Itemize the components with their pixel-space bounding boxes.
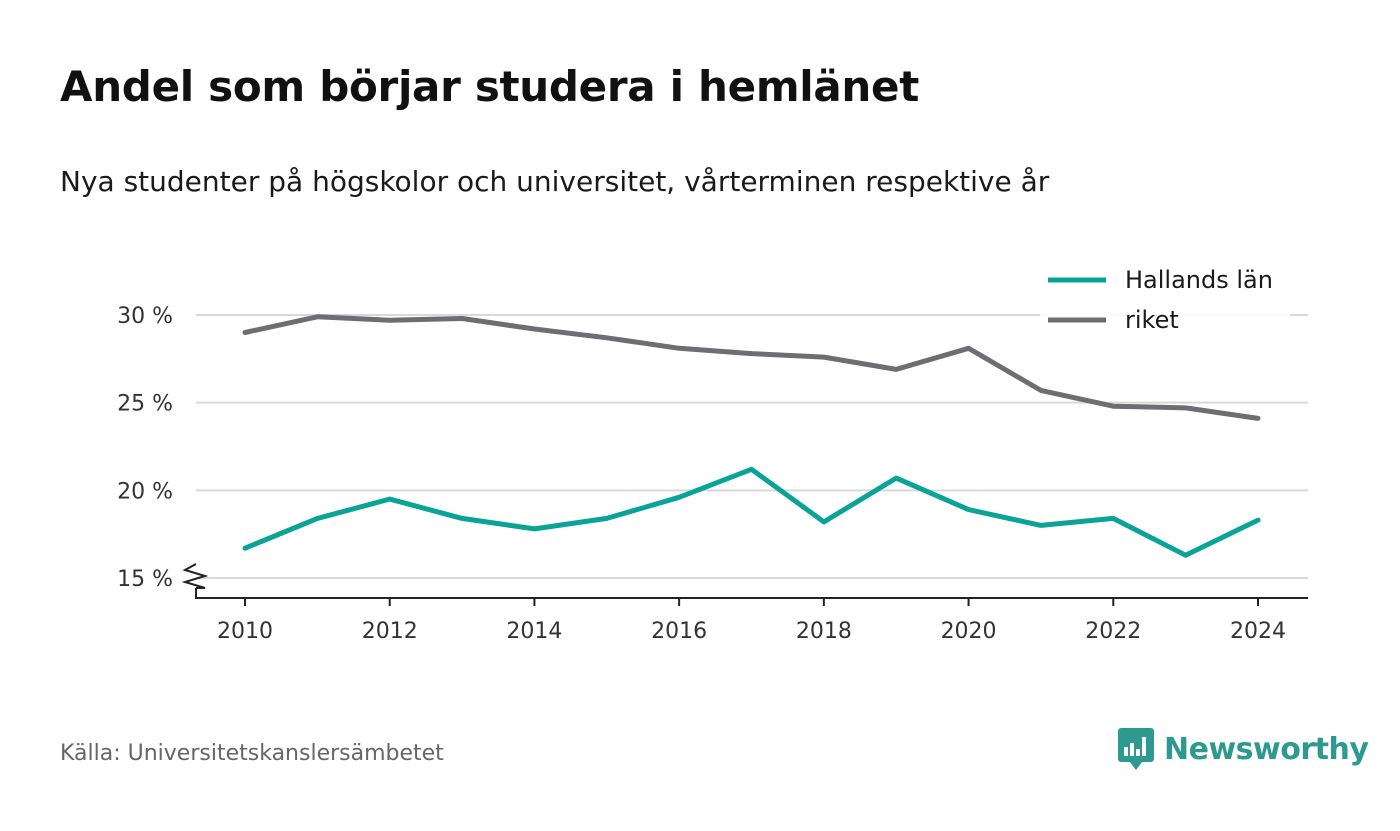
chart-title: Andel som börjar studera i hemlänet — [60, 62, 919, 111]
x-tick-label: 2018 — [796, 619, 852, 644]
chart-subtitle: Nya studenter på högskolor och universit… — [60, 165, 1050, 198]
x-tick-label: 2010 — [217, 619, 273, 644]
x-tick-label: 2012 — [362, 619, 418, 644]
y-tick-label: 30 % — [117, 304, 173, 329]
series-line-hallands-län — [242, 466, 1261, 558]
series-lines — [242, 314, 1261, 558]
brand-name: Newsworthy — [1164, 731, 1369, 767]
brand-logo: Newsworthy — [1118, 727, 1369, 771]
y-tick-label: 25 % — [117, 392, 173, 417]
y-tick-label: 15 % — [117, 567, 173, 592]
axes — [181, 563, 1308, 599]
x-tick-label: 2016 — [651, 619, 707, 644]
legend-background — [1040, 262, 1290, 342]
x-tick-label: 2020 — [941, 619, 997, 644]
legend: Hallands län riket — [1040, 262, 1290, 342]
x-tick-label: 2024 — [1230, 619, 1286, 644]
x-tick-label: 2022 — [1085, 619, 1141, 644]
axis-break-icon — [181, 563, 209, 589]
x-tick-label: 2014 — [506, 619, 562, 644]
newsworthy-logo-icon — [1118, 728, 1154, 770]
source-note: Källa: Universitetskanslersämbetet — [60, 741, 444, 766]
legend-label: Hallands län — [1125, 266, 1273, 294]
y-axis-ticks: 15 % 20 % 25 % 30 % — [117, 304, 173, 592]
legend-label: riket — [1125, 306, 1179, 334]
series-line-riket — [242, 314, 1261, 421]
y-tick-label: 20 % — [117, 479, 173, 504]
x-axis-ticks: 2010 2012 2014 2016 2018 2020 2022 2024 — [217, 598, 1286, 644]
